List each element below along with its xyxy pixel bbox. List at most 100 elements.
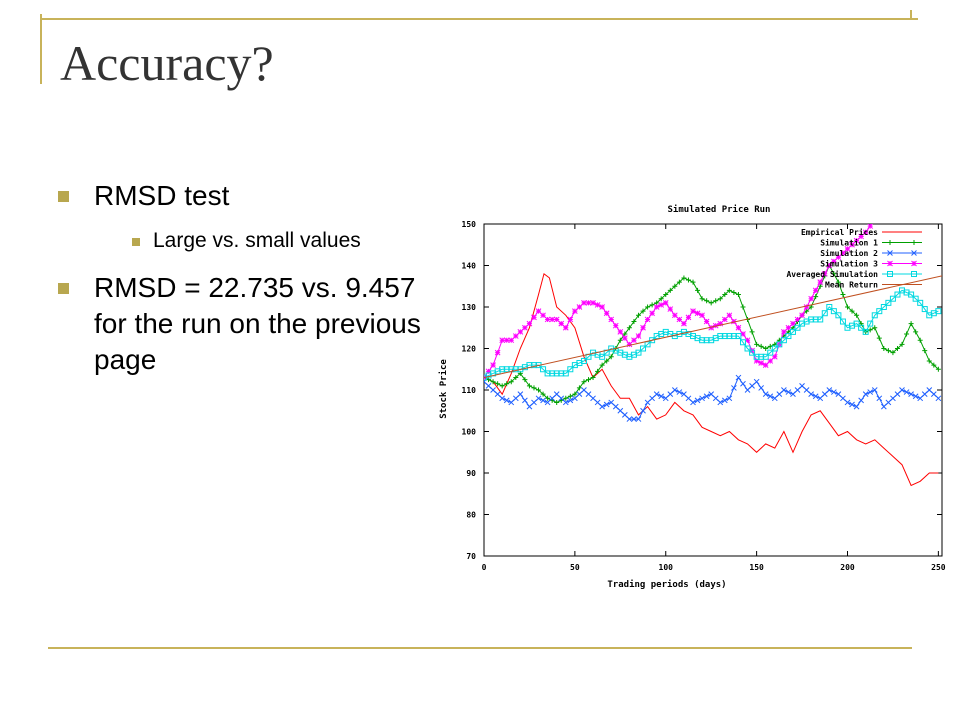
data-point [849, 401, 855, 408]
data-point [935, 395, 942, 402]
data-point [508, 337, 515, 344]
data-point [831, 271, 837, 277]
bullet-square-icon [58, 191, 69, 202]
data-point [821, 270, 828, 277]
data-point [876, 308, 883, 315]
data-point [490, 362, 496, 368]
data-point [781, 329, 787, 335]
data-point [867, 389, 874, 395]
data-point [558, 320, 565, 327]
data-point [572, 308, 578, 315]
data-point [662, 395, 669, 402]
data-point [835, 312, 842, 319]
data-point [740, 304, 746, 310]
data-point [867, 224, 874, 229]
data-point [744, 337, 751, 344]
data-point [803, 387, 810, 393]
data-point [685, 277, 691, 283]
data-point [672, 283, 678, 289]
data-point [667, 287, 673, 293]
data-point [621, 335, 628, 341]
data-point [563, 395, 569, 401]
x-tick-label: 150 [749, 563, 764, 572]
data-point [676, 316, 683, 323]
data-point [649, 302, 655, 308]
accent-top-line [40, 18, 918, 20]
data-point [690, 399, 696, 406]
data-point [831, 389, 837, 395]
data-point [703, 318, 710, 325]
data-point [540, 397, 546, 404]
data-point [813, 294, 819, 300]
data-point [767, 358, 774, 364]
accent-bottom-line [48, 647, 912, 649]
data-point [921, 306, 928, 313]
data-point [513, 375, 519, 381]
data-point [581, 299, 587, 306]
data-point [667, 306, 674, 312]
data-point [535, 395, 542, 402]
legend-label: Simulation 3 [820, 259, 878, 269]
data-point [849, 308, 855, 314]
data-point [899, 341, 905, 347]
data-point [663, 292, 669, 298]
data-point [767, 393, 774, 400]
data-point [494, 391, 501, 398]
data-point [840, 292, 846, 298]
data-point [621, 412, 628, 418]
data-point [911, 271, 917, 277]
data-point [835, 254, 842, 261]
legend-label: Simulation 1 [820, 238, 878, 248]
data-point [612, 322, 619, 329]
data-point [722, 292, 728, 298]
data-point [794, 387, 801, 393]
series-simulation-2 [484, 374, 942, 422]
data-point [717, 320, 724, 327]
data-point [931, 362, 937, 368]
data-point [885, 348, 891, 354]
data-point [789, 328, 796, 335]
data-point [899, 387, 905, 393]
data-point [890, 350, 896, 356]
data-point [644, 316, 651, 323]
data-point [872, 325, 878, 331]
data-point [708, 324, 715, 331]
data-point [562, 399, 569, 406]
data-point [912, 393, 919, 400]
data-point [526, 403, 533, 410]
data-point [485, 368, 492, 375]
data-point [835, 391, 842, 398]
data-point [703, 393, 710, 400]
data-point [771, 345, 778, 352]
data-point [731, 318, 737, 325]
data-point [499, 337, 506, 344]
data-point [917, 337, 923, 343]
data-point [694, 397, 701, 404]
data-point [485, 382, 492, 389]
data-point [935, 308, 942, 315]
data-point [717, 296, 723, 302]
data-point [894, 346, 900, 351]
data-point [567, 393, 573, 399]
data-point [862, 391, 869, 398]
data-point [690, 279, 696, 285]
data-point [721, 316, 728, 323]
series-averaged-simulation [484, 287, 942, 381]
data-point [553, 316, 560, 323]
data-point [726, 312, 733, 319]
data-point [826, 262, 833, 269]
data-point [744, 387, 751, 393]
bullet-item: RMSD = 22.735 vs. 9.457 for the run on t… [58, 270, 428, 378]
data-point [908, 321, 914, 327]
data-point [758, 385, 765, 391]
data-point [681, 320, 687, 327]
data-point [876, 395, 883, 402]
data-point [817, 395, 824, 402]
data-point [885, 399, 892, 406]
series-simulation-3 [484, 224, 874, 381]
data-point [753, 378, 760, 385]
bullet-text: RMSD = 22.735 vs. 9.457 for the run on t… [94, 272, 421, 375]
data-point [776, 391, 783, 398]
data-point [604, 358, 610, 364]
data-point [758, 360, 765, 366]
